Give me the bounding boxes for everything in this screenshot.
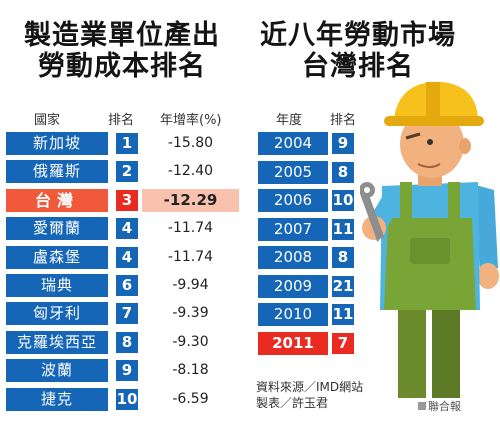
rank-badge: 2 xyxy=(116,161,138,183)
table-row: 2007 11 xyxy=(258,217,358,241)
table-row: 盧森堡 4 -11.74 xyxy=(6,245,239,269)
year-cell-bg xyxy=(258,217,328,241)
brand-label: 聯合報 xyxy=(418,398,461,414)
table-row: 2005 8 xyxy=(258,160,358,184)
table-row: 2004 9 xyxy=(258,132,358,155)
country-cell-bg xyxy=(6,188,108,212)
table-row: 波蘭 9 -8.18 xyxy=(6,359,239,383)
table-row: 瑞典 6 -9.94 xyxy=(6,274,239,297)
year-label: 2009 xyxy=(273,276,313,295)
growth-value: -12.29 xyxy=(142,188,239,212)
left-title-line2: 勞動成本排名 xyxy=(38,51,206,82)
country-name: 捷克 xyxy=(40,389,73,408)
rank-badge: 1 xyxy=(116,133,138,154)
construction-worker-icon xyxy=(360,81,499,398)
left-title-line1: 製造業單位產出 xyxy=(24,20,220,51)
rank-badge: 8 xyxy=(332,247,354,268)
country-cell-bg xyxy=(6,245,108,269)
rank-badge: 21 xyxy=(332,275,354,297)
country-cell-bg xyxy=(6,160,108,184)
header-growth: 年增率(%) xyxy=(160,113,222,128)
rank-badge: 4 xyxy=(116,218,138,240)
country-name: 俄羅斯 xyxy=(32,162,81,181)
rank-badge: 7 xyxy=(116,303,138,325)
header-rank: 排名 xyxy=(108,113,135,128)
rank-badge: 11 xyxy=(332,304,354,325)
country-name: 台灣 xyxy=(34,190,79,210)
country-cell-bg xyxy=(6,132,108,155)
rank-badge: 10 xyxy=(116,388,138,410)
country-name: 克羅埃西亞 xyxy=(16,332,97,351)
year-label: 2005 xyxy=(273,162,313,181)
rank-badge: 11 xyxy=(332,218,354,240)
table-row: 2010 11 xyxy=(258,303,358,326)
country-cell-bg xyxy=(6,330,108,354)
rank-badge: 3 xyxy=(116,189,138,211)
growth-value: -6.59 xyxy=(172,390,209,407)
growth-value: -9.94 xyxy=(172,277,209,293)
country-cell-bg xyxy=(6,274,108,297)
year-cell-bg xyxy=(258,246,328,269)
growth-value: -11.74 xyxy=(167,220,214,237)
rank-badge: 10 xyxy=(332,190,354,211)
growth-value: -8.18 xyxy=(172,362,209,379)
year-cell-bg xyxy=(258,331,328,355)
growth-value: -15.80 xyxy=(167,135,214,151)
country-cell-bg xyxy=(6,217,108,241)
year-label: 2004 xyxy=(273,134,313,152)
table-row: 2011 7 xyxy=(258,331,358,355)
brand-text: 聯合報 xyxy=(428,400,461,413)
year-label: 2011 xyxy=(272,333,314,352)
source-note: 資料來源／IMD網站 xyxy=(256,380,364,394)
header-year: 年度 xyxy=(276,113,303,128)
table-row: 新加坡 1 -15.80 xyxy=(6,132,239,155)
growth-value: -11.74 xyxy=(167,248,214,265)
year-label: 2007 xyxy=(273,219,313,238)
table-row: 2006 10 xyxy=(258,189,358,212)
year-cell-bg xyxy=(258,274,328,298)
rank-badge: 8 xyxy=(332,161,354,183)
year-label: 2010 xyxy=(273,305,313,323)
header-year-rank: 排名 xyxy=(330,113,357,128)
growth-value: -12.40 xyxy=(167,163,214,180)
rank-badge: 4 xyxy=(116,246,138,268)
country-cell-bg xyxy=(6,302,108,326)
rank-badge: 9 xyxy=(332,133,354,154)
table-row: 愛爾蘭 4 -11.74 xyxy=(6,217,239,241)
right-title: 近八年勞動市場 台灣排名 xyxy=(240,20,476,82)
rank-badge: 9 xyxy=(116,360,138,382)
year-cell-bg xyxy=(258,189,328,212)
author-note: 製表／許玉君 xyxy=(256,396,329,410)
growth-value: -9.39 xyxy=(172,305,209,322)
country-name: 匈牙利 xyxy=(32,304,81,323)
year-cell-bg xyxy=(258,132,328,155)
table-row: 2009 21 xyxy=(258,274,358,298)
rank-badge: 6 xyxy=(116,275,138,296)
country-name: 瑞典 xyxy=(40,276,73,294)
country-name: 波蘭 xyxy=(40,361,73,380)
growth-value: -9.30 xyxy=(172,333,209,350)
year-cell-bg xyxy=(258,303,328,326)
brand-square-icon xyxy=(418,402,426,410)
year-cell-bg xyxy=(258,160,328,184)
country-name: 盧森堡 xyxy=(32,247,81,266)
year-label: 2008 xyxy=(273,248,313,266)
table-row: 匈牙利 7 -9.39 xyxy=(6,302,239,326)
country-name: 愛爾蘭 xyxy=(32,219,81,238)
left-title: 製造業單位產出 勞動成本排名 xyxy=(8,20,236,82)
table-row: 捷克 10 -6.59 xyxy=(6,387,239,411)
table-row: 台灣 3 -12.29 xyxy=(6,188,239,212)
table-row: 克羅埃西亞 8 -9.30 xyxy=(6,330,239,354)
year-label: 2006 xyxy=(273,191,313,209)
country-name: 新加坡 xyxy=(32,134,81,152)
country-cell-bg xyxy=(6,387,108,411)
table-row: 2008 8 xyxy=(258,246,358,269)
rank-badge: 7 xyxy=(332,332,354,354)
country-cell-bg xyxy=(6,359,108,383)
right-title-line1: 近八年勞動市場 xyxy=(260,20,456,51)
right-title-line2: 台灣排名 xyxy=(302,51,414,82)
table-row: 俄羅斯 2 -12.40 xyxy=(6,160,239,184)
rank-badge: 8 xyxy=(116,331,138,353)
header-country: 國家 xyxy=(34,113,61,128)
